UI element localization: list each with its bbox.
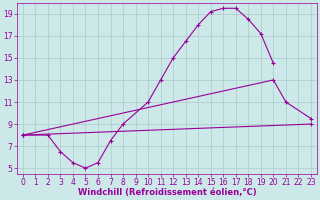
X-axis label: Windchill (Refroidissement éolien,°C): Windchill (Refroidissement éolien,°C): [77, 188, 256, 197]
